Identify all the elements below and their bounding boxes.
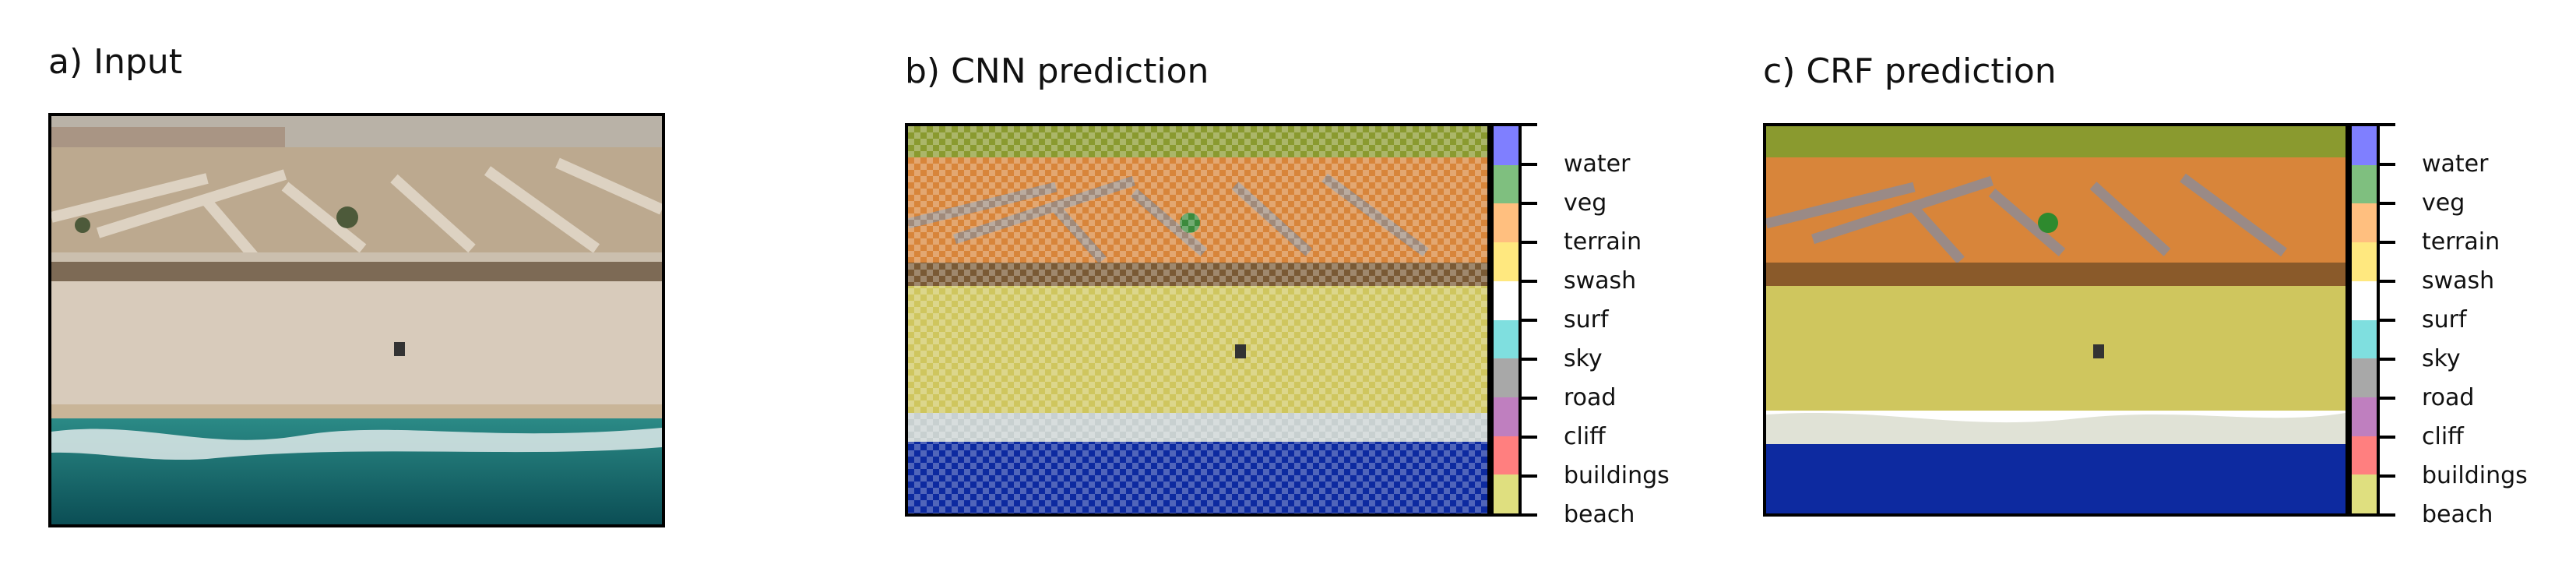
- colorbar-segment-terrain: [1494, 203, 1519, 243]
- tick-label-terrain: terrain: [2422, 228, 2500, 256]
- tick-label-veg: veg: [2422, 189, 2465, 217]
- colorbar-segment-buildings: [2352, 436, 2377, 475]
- colorbar-segment-sky: [2352, 319, 2377, 359]
- tick-label-buildings: buildings: [1564, 462, 1670, 489]
- cnn-panel-title: b) CNN prediction: [905, 51, 1209, 91]
- tick: [2380, 123, 2395, 126]
- colorbar-segment-cliff: [2352, 397, 2377, 436]
- input-panel-title: a) Input: [48, 42, 183, 82]
- colorbar-segment-sky: [1494, 319, 1519, 359]
- colorbar-segment-veg: [2352, 164, 2377, 204]
- tick-label-water: water: [2422, 150, 2489, 178]
- crf-panel-title: c) CRF prediction: [1763, 51, 2057, 91]
- tick: [1522, 202, 1537, 205]
- input-image: [48, 113, 665, 527]
- tick-label-veg: veg: [1564, 189, 1607, 217]
- tick-label-surf: surf: [2422, 306, 2467, 333]
- colorbar-segment-road: [1494, 358, 1519, 397]
- tick-label-sky: sky: [1564, 345, 1603, 372]
- colorbar-segment-surf: [1494, 280, 1519, 320]
- tick: [1522, 163, 1537, 166]
- tick-label-beach: beach: [1564, 501, 1635, 528]
- tick: [1522, 513, 1537, 517]
- tick: [1522, 358, 1537, 361]
- tick: [2380, 436, 2395, 439]
- crf-colorbar: [2349, 123, 2380, 517]
- tick: [1522, 436, 1537, 439]
- tick: [1522, 474, 1537, 478]
- colorbar-segment-beach: [1494, 474, 1519, 513]
- colorbar-segment-swash: [1494, 242, 1519, 281]
- colorbar-segment-surf: [2352, 280, 2377, 320]
- colorbar-segment-buildings: [1494, 436, 1519, 475]
- tick: [2380, 280, 2395, 283]
- tick-label-swash: swash: [1564, 267, 1637, 295]
- tick: [2380, 358, 2395, 361]
- cnn-colorbar: [1490, 123, 1522, 517]
- tick-label-surf: surf: [1564, 306, 1609, 333]
- cnn-prediction-image: [905, 123, 1490, 517]
- crf-prediction-image: [1763, 123, 2349, 517]
- colorbar-segment-water: [1494, 126, 1519, 165]
- tick-label-buildings: buildings: [2422, 462, 2528, 489]
- tick: [2380, 474, 2395, 478]
- tick: [1522, 241, 1537, 244]
- tick-label-cliff: cliff: [1564, 423, 1606, 450]
- tick: [2380, 319, 2395, 322]
- tick-label-swash: swash: [2422, 267, 2495, 295]
- tick: [2380, 241, 2395, 244]
- tick: [1522, 280, 1537, 283]
- tick: [1522, 319, 1537, 322]
- tick-label-beach: beach: [2422, 501, 2493, 528]
- tick: [2380, 163, 2395, 166]
- colorbar-segment-terrain: [2352, 203, 2377, 243]
- tick-label-road: road: [2422, 384, 2475, 411]
- tick-label-terrain: terrain: [1564, 228, 1642, 256]
- colorbar-segment-veg: [1494, 164, 1519, 204]
- tick: [2380, 397, 2395, 400]
- tick-label-sky: sky: [2422, 345, 2461, 372]
- tick: [2380, 513, 2395, 517]
- colorbar-segment-beach: [2352, 474, 2377, 513]
- tick-label-water: water: [1564, 150, 1631, 178]
- tick: [2380, 202, 2395, 205]
- colorbar-segment-swash: [2352, 242, 2377, 281]
- tick-label-road: road: [1564, 384, 1617, 411]
- tick: [1522, 123, 1537, 126]
- tick: [1522, 397, 1537, 400]
- tick-label-cliff: cliff: [2422, 423, 2464, 450]
- colorbar-segment-water: [2352, 126, 2377, 165]
- colorbar-segment-cliff: [1494, 397, 1519, 436]
- colorbar-segment-road: [2352, 358, 2377, 397]
